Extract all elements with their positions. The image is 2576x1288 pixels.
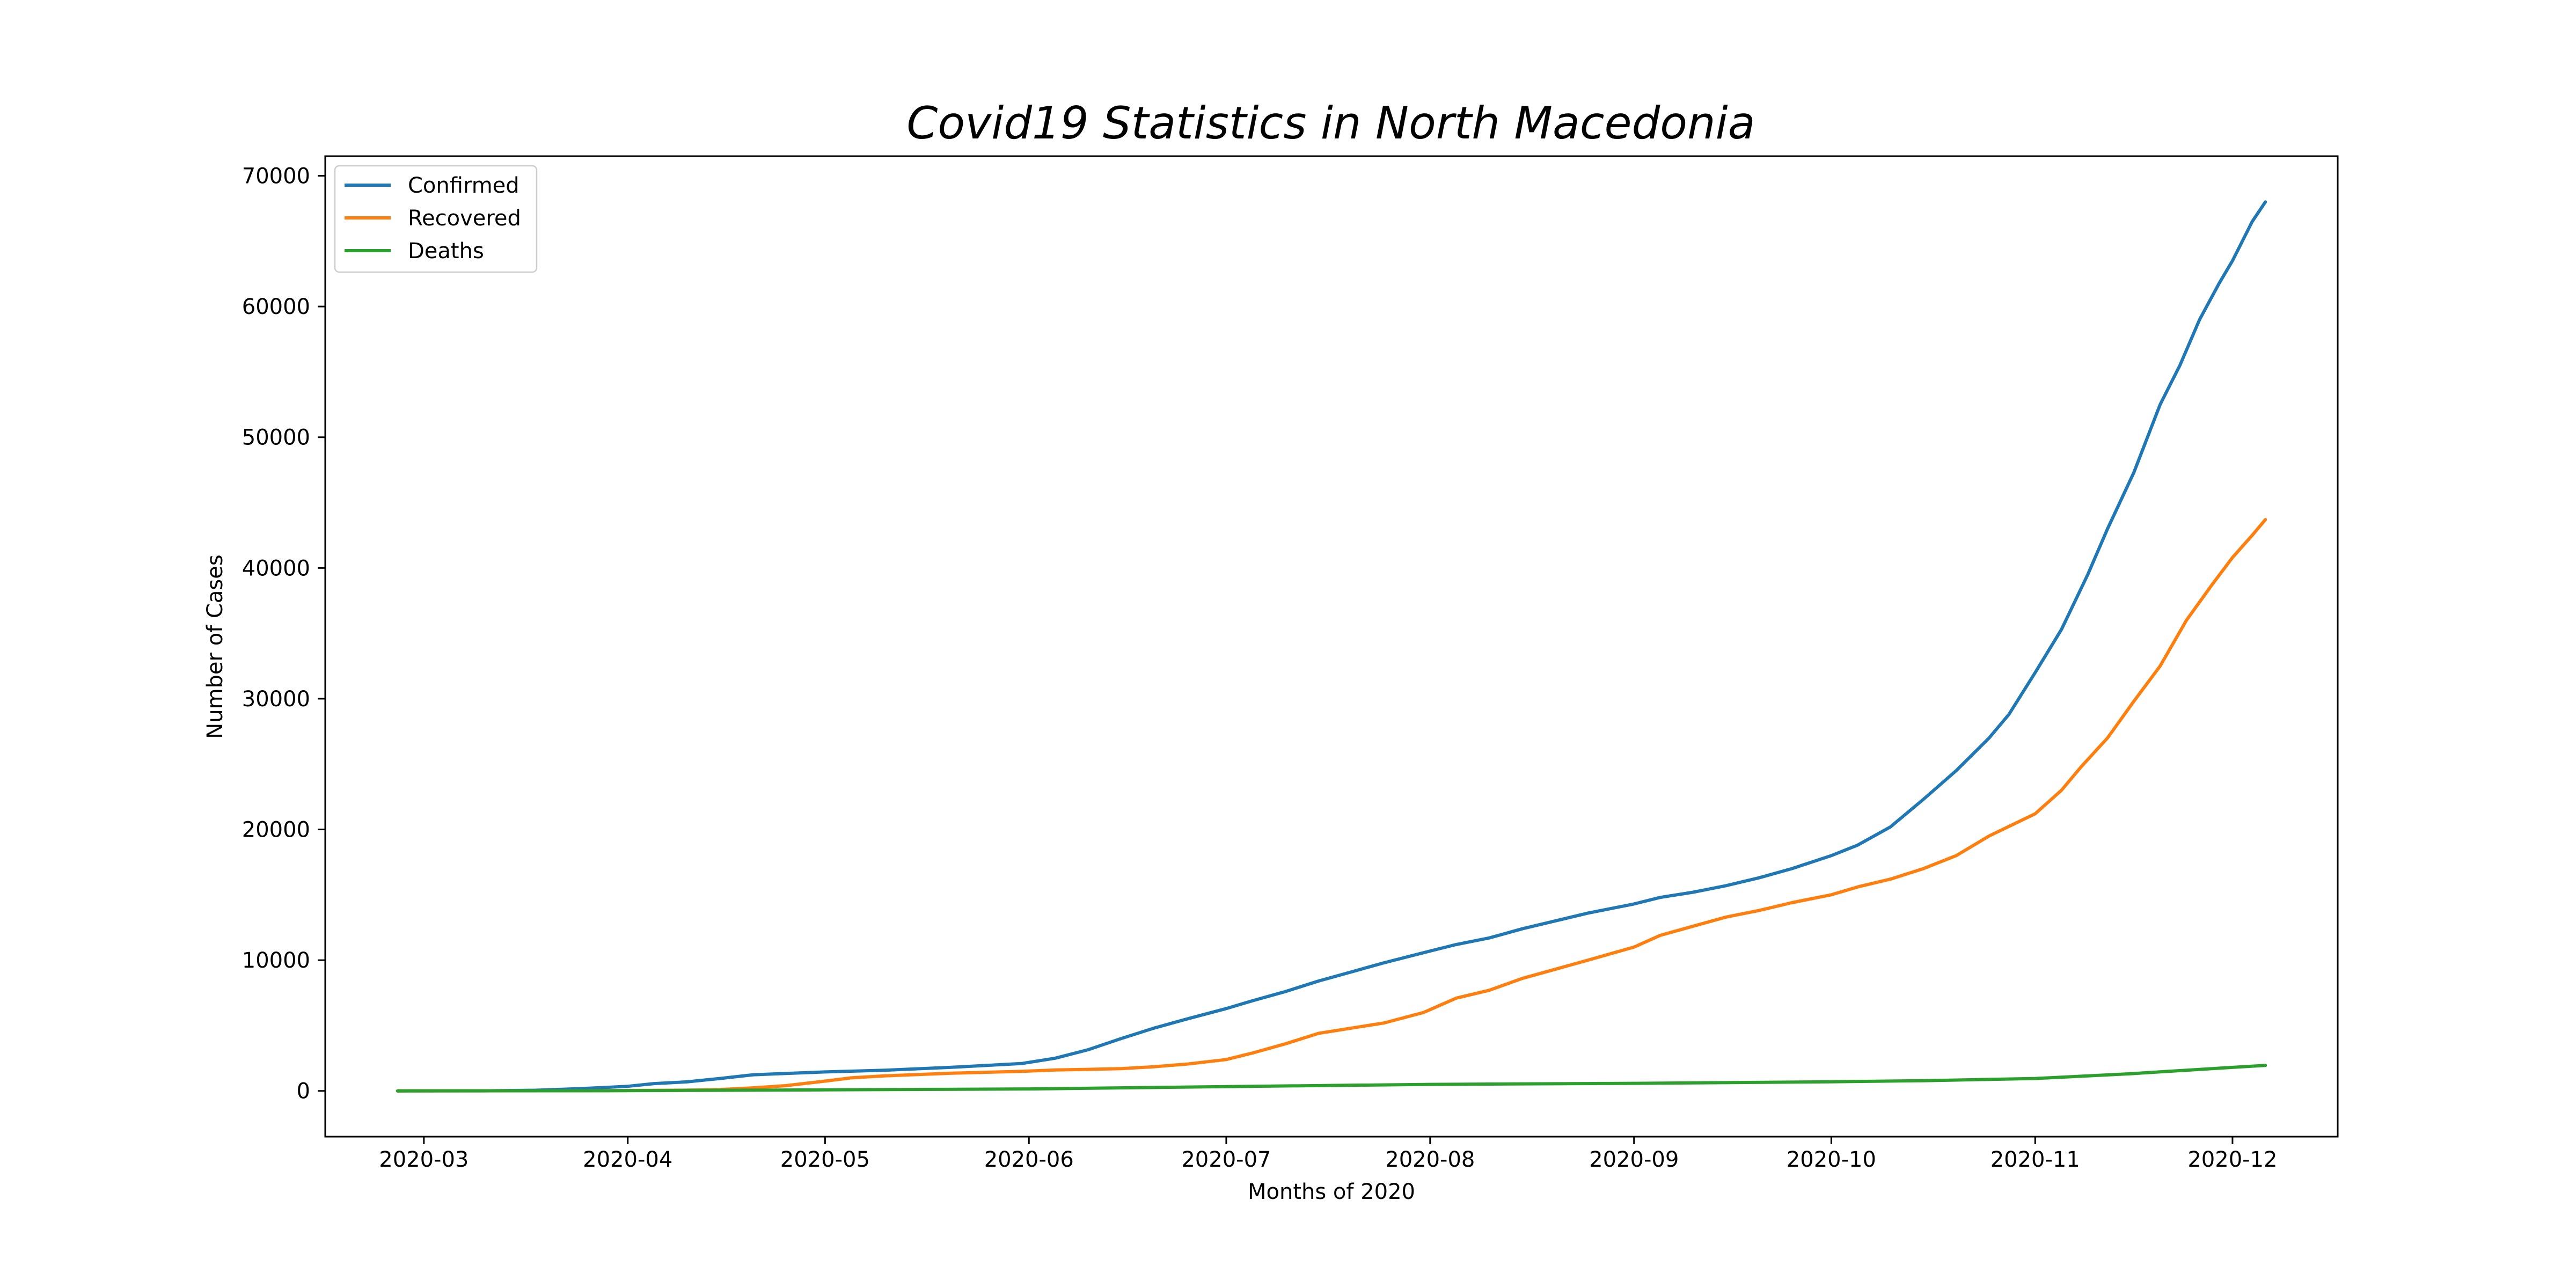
legend-frame: [334, 165, 538, 273]
x-axis-ticks: 2020-03 2020-04 2020-05 2020-06 2020-07 2020-…: [379, 1137, 2277, 1172]
y-tick-label: 10000: [242, 948, 310, 973]
y-tick-label: 60000: [242, 295, 310, 319]
x-tick-label: 2020-08: [1385, 1147, 1475, 1172]
y-tick-label: 70000: [242, 164, 310, 189]
legend-label-confirmed: Confirmed: [408, 173, 519, 198]
y-tick-label: 0: [297, 1079, 310, 1104]
x-tick-label: 2020-11: [1990, 1147, 2080, 1172]
series-line-recovered: [396, 518, 2267, 1093]
x-tick-label: 2020-12: [2187, 1147, 2277, 1172]
x-tick-label: 2020-06: [984, 1147, 1074, 1172]
x-axis-label: Months of 2020: [1248, 1180, 1415, 1204]
axes-frame: [324, 155, 2339, 1138]
y-tick-label: 30000: [242, 687, 310, 712]
x-tick-label: 2020-10: [1787, 1147, 1876, 1172]
y-tick-label: 20000: [242, 818, 310, 843]
x-tick-label: 2020-03: [379, 1147, 469, 1172]
chart-title: Covid19 Statistics in North Macedonia: [906, 97, 1755, 149]
y-tick-label: 40000: [242, 556, 310, 581]
series-line-confirmed: [396, 200, 2267, 1093]
legend-label-recovered: Recovered: [408, 206, 521, 231]
y-tick-label: 50000: [242, 426, 310, 450]
series-line-deaths: [396, 1064, 2267, 1093]
y-axis-label: Number of Cases: [203, 554, 228, 738]
legend: Confirmed Recovered Deaths: [334, 165, 538, 273]
x-tick-label: 2020-09: [1589, 1147, 1679, 1172]
legend-label-deaths: Deaths: [408, 239, 484, 264]
x-tick-label: 2020-07: [1181, 1147, 1271, 1172]
x-tick-label: 2020-04: [583, 1147, 672, 1172]
plot-area: [396, 200, 2267, 1093]
x-tick-label: 2020-05: [780, 1147, 870, 1172]
y-axis-ticks: 0 10000 20000 30000 40000 50000 60000 70000: [242, 164, 325, 1104]
